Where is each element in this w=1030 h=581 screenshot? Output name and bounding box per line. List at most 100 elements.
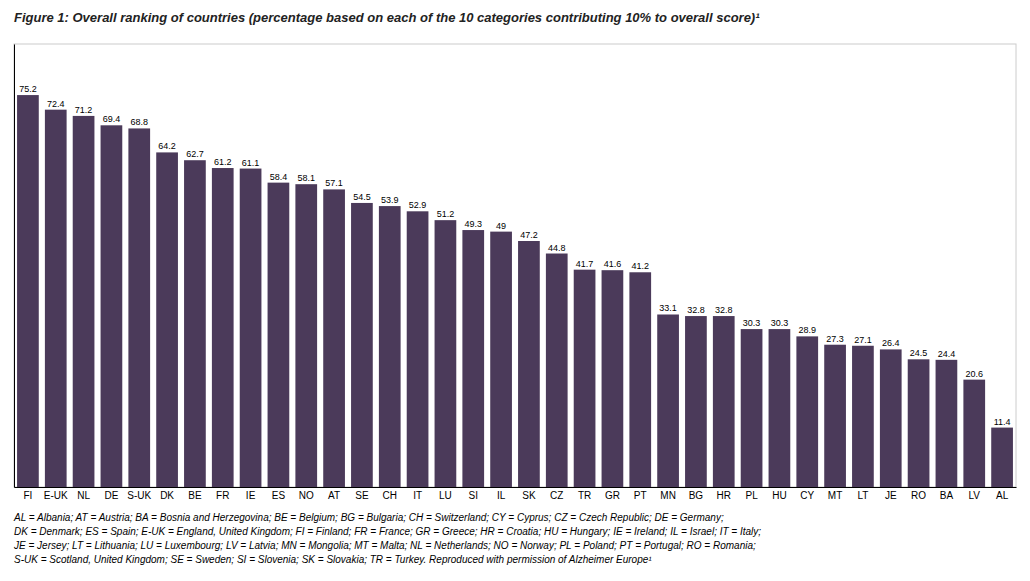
x-tick-label: IT [413, 490, 422, 501]
x-tick: LV [969, 490, 981, 501]
bar [212, 168, 234, 487]
bar [963, 380, 985, 487]
bar [323, 189, 345, 487]
x-tick-label: PL [745, 490, 758, 501]
x-tick-label: LV [969, 490, 981, 501]
data-label: 30.3 [771, 318, 789, 328]
bar [629, 272, 651, 487]
data-label: 27.3 [826, 334, 844, 344]
x-tick: S-UK [127, 490, 151, 501]
bar [407, 211, 429, 487]
x-tick-label: TR [578, 490, 591, 501]
data-label: 71.2 [75, 105, 93, 115]
y-axis-line [14, 45, 15, 488]
data-label: 61.1 [242, 158, 260, 168]
data-label: 54.5 [353, 192, 371, 202]
x-tick: BG [689, 490, 704, 501]
x-tick-label: SK [522, 490, 536, 501]
bar [17, 95, 39, 487]
bar [574, 270, 596, 487]
bar [268, 183, 290, 487]
x-tick-label: ES [272, 490, 286, 501]
data-label: 75.2 [19, 84, 37, 94]
data-label: 33.1 [659, 303, 677, 313]
x-tick: RO [911, 490, 926, 501]
x-tick-label: CH [383, 490, 397, 501]
bar [685, 316, 707, 487]
x-tick: HR [717, 490, 731, 501]
bar [128, 128, 150, 487]
bar [991, 428, 1013, 487]
x-tick: SI [469, 490, 478, 501]
bar [908, 359, 930, 487]
x-axis-line [15, 487, 1017, 488]
bar [713, 316, 735, 487]
data-label: 58.4 [270, 172, 288, 182]
x-tick: NL [77, 490, 90, 501]
data-label: 44.8 [548, 243, 566, 253]
data-label: 61.2 [214, 157, 232, 167]
x-tick: DE [104, 490, 118, 501]
footnote: AL = Albania; AT = Austria; BA = Bosnia … [13, 512, 724, 523]
x-tick: AT [328, 490, 340, 501]
bar [462, 230, 484, 487]
bar [936, 360, 958, 487]
bar [546, 254, 568, 487]
x-tick-label: MT [828, 490, 842, 501]
x-tick: HU [772, 490, 786, 501]
bar [379, 206, 401, 487]
data-label: 32.8 [715, 305, 733, 315]
data-label: 24.5 [910, 348, 928, 358]
chart: Figure 1: Overall ranking of countries (… [0, 0, 1030, 581]
x-tick: CH [383, 490, 397, 501]
x-tick-label: E-UK [44, 490, 68, 501]
x-tick-label: IE [246, 490, 256, 501]
footnote: JE = Jersey; LT = Lithuania; LU = Luxemb… [13, 540, 756, 551]
x-tick-label: HR [717, 490, 731, 501]
x-tick: IE [246, 490, 256, 501]
data-label: 47.2 [520, 230, 538, 240]
x-tick-label: FI [23, 490, 32, 501]
x-tick: MN [660, 490, 676, 501]
x-tick-label: GR [605, 490, 620, 501]
bar [295, 184, 317, 487]
x-tick-label: AT [328, 490, 340, 501]
bar [490, 232, 512, 487]
x-tick: GR [605, 490, 620, 501]
data-label: 11.4 [994, 417, 1011, 427]
bar [796, 336, 818, 487]
x-tick: ES [272, 490, 286, 501]
x-tick-label: SE [355, 490, 369, 501]
bar [351, 203, 373, 487]
bar [73, 116, 95, 487]
bar [741, 329, 763, 487]
x-tick-label: RO [911, 490, 926, 501]
x-tick: SE [355, 490, 369, 501]
bar [602, 270, 624, 487]
x-tick: LU [439, 490, 452, 501]
x-tick: PT [634, 490, 647, 501]
x-tick-label: CZ [550, 490, 563, 501]
data-label: 69.4 [103, 114, 121, 124]
x-tick-label: NL [77, 490, 90, 501]
x-tick-label: HU [772, 490, 786, 501]
x-tick: NO [299, 490, 314, 501]
data-label: 20.6 [965, 369, 983, 379]
footnotes: AL = Albania; AT = Austria; BA = Bosnia … [13, 512, 761, 565]
x-tick: TR [578, 490, 591, 501]
x-tick: SK [522, 490, 536, 501]
data-label: 27.1 [854, 335, 872, 345]
x-tick-label: JE [885, 490, 897, 501]
x-tick-label: PT [634, 490, 647, 501]
x-tick: MT [828, 490, 842, 501]
x-tick: FI [23, 490, 32, 501]
footnote: S-UK = Scotland, United Kingdom; SE = Sw… [14, 554, 652, 565]
x-tick: IL [497, 490, 506, 501]
x-tick-label: S-UK [127, 490, 151, 501]
x-tick-label: DE [104, 490, 118, 501]
x-tick-label: BG [689, 490, 704, 501]
x-tick: JE [885, 490, 897, 501]
bar [156, 152, 178, 487]
data-label: 41.2 [631, 261, 649, 271]
data-label: 52.9 [409, 200, 427, 210]
